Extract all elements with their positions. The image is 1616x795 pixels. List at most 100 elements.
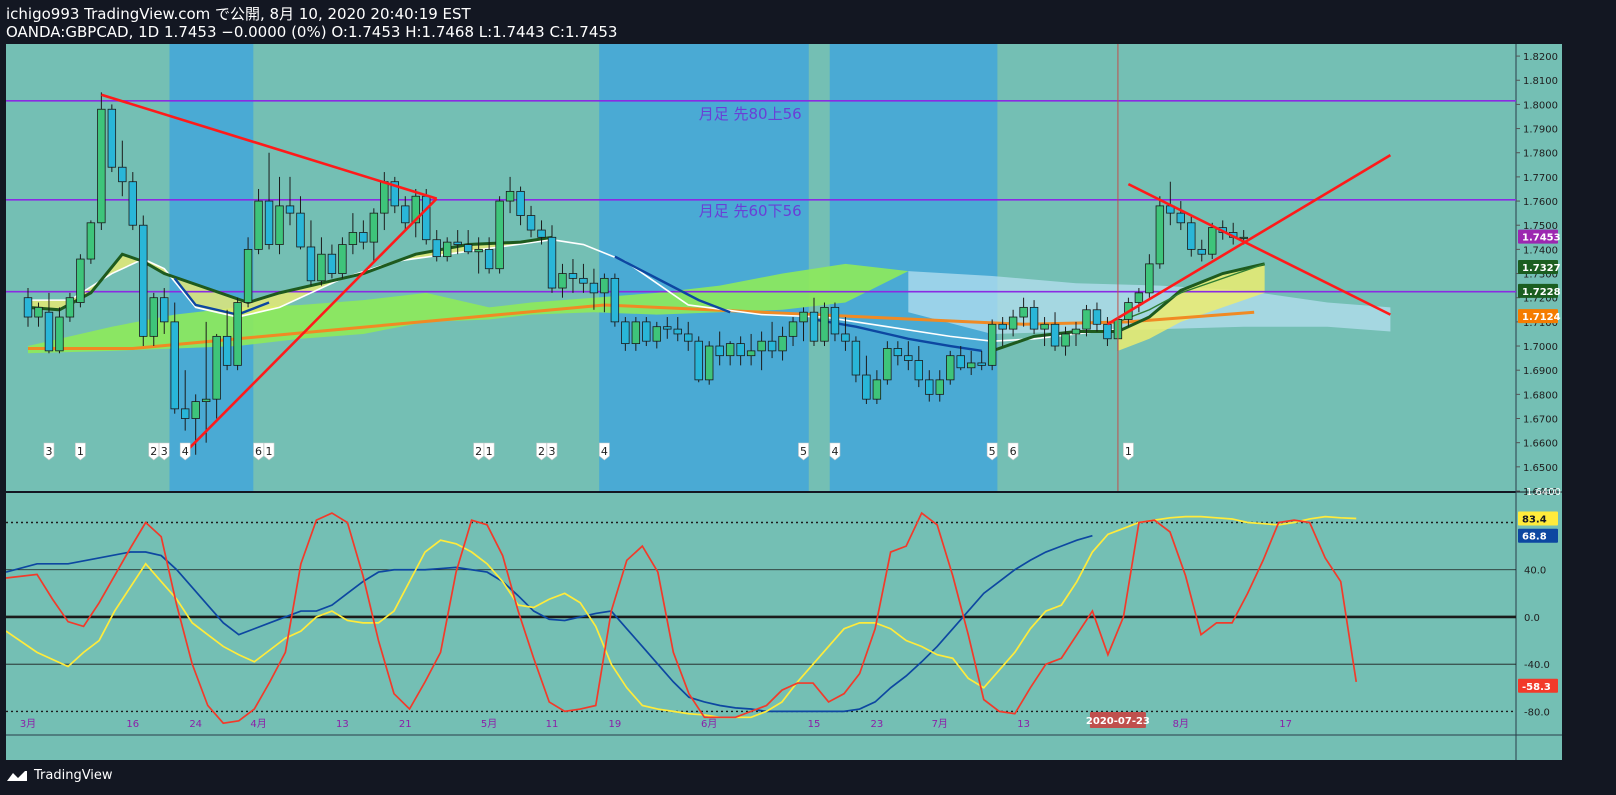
candle	[285, 176, 295, 226]
price-tick-label: 1.7500	[1523, 221, 1558, 232]
wave-marker-label: 6	[1010, 445, 1017, 458]
candle	[1082, 304, 1091, 337]
candle	[348, 213, 358, 255]
candle	[568, 259, 578, 293]
candle-body	[285, 205, 295, 214]
candle-body	[1050, 323, 1060, 347]
tradingview-brand[interactable]: TradingView	[6, 768, 113, 783]
ma-dark-green-line	[27, 235, 553, 312]
time-tick-label: 17	[1279, 719, 1292, 730]
candle-body	[1019, 306, 1028, 318]
candle-body	[1008, 316, 1018, 330]
candle	[1040, 317, 1049, 347]
candle	[705, 341, 714, 385]
brand-name: TradingView	[34, 768, 113, 783]
candle	[86, 220, 96, 264]
candle	[411, 188, 420, 238]
candle	[34, 302, 43, 327]
candle-body	[380, 181, 389, 214]
wave-marker-label: 4	[182, 445, 189, 458]
candle	[610, 273, 620, 327]
candle	[935, 370, 944, 402]
candle	[788, 317, 798, 347]
wave-marker-shape	[473, 442, 484, 461]
candle-body	[243, 248, 253, 303]
wave-marker: 4	[599, 442, 610, 461]
candle-body	[725, 343, 735, 357]
wave-marker: 1	[263, 442, 275, 461]
wave-marker-shape	[546, 442, 558, 461]
candle-body	[736, 343, 745, 357]
oscillator-pane-background	[6, 493, 1516, 735]
tradingview-logo-icon	[7, 770, 27, 781]
wave-marker-label: 4	[831, 445, 838, 458]
candle	[55, 307, 64, 354]
candle-body	[296, 212, 305, 248]
osc-value-badge-label: -58.3	[1522, 682, 1551, 693]
candle-body	[55, 316, 64, 352]
osc-value-badge-bg	[1518, 528, 1558, 543]
candle	[684, 321, 693, 351]
wave-marker: 3	[43, 442, 55, 461]
candle-body	[841, 333, 850, 342]
candle	[191, 394, 200, 455]
time-tick-label: 7月	[932, 718, 948, 730]
indicator-price-badge-bg	[1518, 260, 1558, 275]
ichimoku-cloud-left	[28, 263, 909, 354]
price-tick-label: 1.7700	[1523, 173, 1558, 184]
candle	[484, 237, 494, 274]
wave-marker: 2	[148, 442, 160, 461]
candle	[925, 370, 934, 402]
wave-marker: 1	[483, 442, 495, 461]
chart-publish-header: ichigo993 TradingView.com で公開, 8月 10, 20…	[6, 5, 471, 23]
candle	[1071, 321, 1081, 347]
candle-body	[34, 306, 43, 318]
candle	[1176, 201, 1185, 231]
indicator-price-badge: 1.7327	[1518, 260, 1561, 275]
candle	[914, 346, 923, 388]
candle	[222, 309, 232, 371]
osc-value-badge: 68.8	[1518, 528, 1558, 543]
candle-body	[526, 215, 536, 231]
wave-marker-shape	[179, 442, 191, 461]
candle-body	[652, 326, 661, 342]
candle-body	[453, 241, 462, 245]
candle-body	[663, 326, 672, 330]
candle	[663, 317, 672, 339]
candle-body	[684, 333, 693, 342]
candle	[579, 263, 588, 293]
wave-marker-label: 5	[989, 445, 996, 458]
price-tick-label: 1.6600	[1523, 439, 1558, 450]
time-tick-label: 11	[546, 719, 559, 730]
wave-marker-label: 3	[549, 445, 556, 458]
wave-marker: 3	[546, 442, 558, 461]
candle-body	[212, 335, 221, 400]
candle-body	[338, 244, 347, 274]
candle-body	[621, 321, 630, 345]
wave-marker-label: 1	[266, 445, 273, 458]
time-tick-label: 5月	[481, 718, 497, 730]
ichimoku-cloud-right	[908, 271, 1391, 334]
candle-body	[851, 340, 861, 376]
candle-body	[579, 277, 588, 284]
candle-body	[139, 224, 148, 337]
candle-body	[568, 273, 578, 279]
candle-body	[1061, 333, 1070, 347]
osc-value-badge-bg	[1518, 511, 1558, 526]
candle-body	[180, 408, 190, 419]
osc-value-badge-bg	[1518, 678, 1558, 693]
candle-body	[149, 297, 158, 337]
candle	[841, 317, 850, 351]
price-tick-label: 1.8100	[1523, 76, 1558, 87]
candle-body	[191, 401, 200, 419]
candle	[862, 355, 871, 405]
candle-body	[369, 212, 379, 243]
wave-marker-label: 2	[538, 445, 545, 458]
candle	[977, 350, 986, 371]
price-tick-label: 1.6800	[1523, 390, 1558, 401]
candle-body	[170, 321, 179, 410]
price-tick-label: 1.8200	[1523, 52, 1558, 63]
candle-body	[956, 355, 965, 369]
candle	[1197, 239, 1206, 262]
